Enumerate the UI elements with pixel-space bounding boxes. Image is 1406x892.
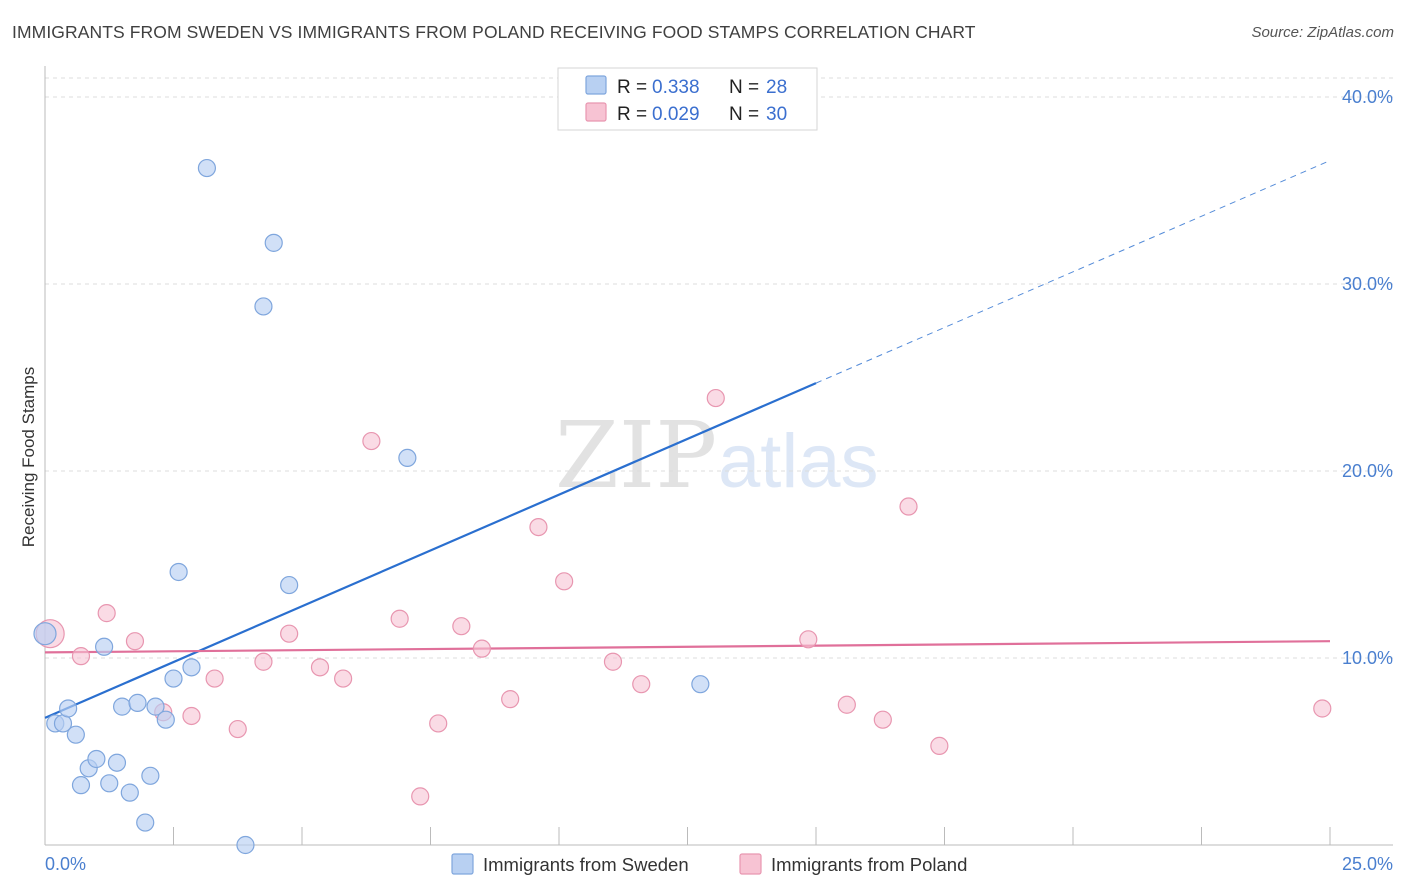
sweden-point bbox=[264, 233, 283, 252]
sweden-point bbox=[169, 562, 188, 582]
y-axis-tick-labels: 10.0% 20.0% 30.0% 40.0% bbox=[1342, 87, 1393, 668]
poland-point bbox=[362, 431, 381, 451]
poland-point bbox=[452, 617, 471, 636]
trend-lines bbox=[44, 160, 1331, 719]
poland-point bbox=[205, 669, 224, 688]
y-axis-title: Receiving Food Stamps bbox=[19, 367, 38, 547]
y-tick-label: 40.0% bbox=[1342, 87, 1393, 107]
poland-point bbox=[899, 497, 918, 516]
sweden-r-value: 0.338 bbox=[652, 77, 700, 98]
poland-series-label: Immigrants from Poland bbox=[771, 854, 967, 875]
sweden-n-value: 28 bbox=[766, 77, 787, 98]
sweden-point bbox=[66, 725, 85, 744]
x-axis-ticks bbox=[173, 827, 1331, 845]
sweden-point bbox=[146, 697, 165, 716]
poland-point bbox=[280, 624, 299, 643]
y-tick-label: 10.0% bbox=[1342, 648, 1393, 668]
poland-point bbox=[310, 658, 330, 677]
watermark: ZIP atlas bbox=[555, 402, 879, 509]
sweden-n-label: N = bbox=[729, 77, 759, 98]
sweden-point bbox=[398, 448, 417, 468]
sweden-point bbox=[59, 699, 78, 718]
sweden-point bbox=[100, 774, 119, 793]
poland-n-value: 30 bbox=[766, 104, 787, 125]
poland-point bbox=[97, 604, 116, 623]
poland-r-label: R = bbox=[617, 104, 647, 125]
sweden-point bbox=[107, 753, 127, 772]
sweden-point bbox=[120, 783, 139, 802]
sweden-series-label: Immigrants from Sweden bbox=[483, 854, 689, 875]
poland-point bbox=[228, 719, 247, 739]
poland-point bbox=[390, 609, 409, 628]
poland-point bbox=[1313, 699, 1332, 718]
chart-title: IMMIGRANTS FROM SWEDEN VS IMMIGRANTS FRO… bbox=[12, 22, 976, 42]
poland-point bbox=[429, 714, 448, 733]
poland-point bbox=[706, 388, 725, 408]
sweden-series-swatch bbox=[451, 853, 474, 875]
poland-point bbox=[71, 647, 91, 666]
poland-trend-line bbox=[44, 640, 1331, 654]
poland-point bbox=[254, 652, 273, 671]
watermark-atlas: atlas bbox=[718, 419, 879, 504]
sweden-point bbox=[141, 766, 160, 785]
sweden-point bbox=[33, 622, 57, 646]
poland-point bbox=[555, 572, 574, 591]
sweden-point bbox=[156, 710, 175, 729]
sweden-point bbox=[280, 575, 299, 595]
sweden-point bbox=[691, 675, 710, 694]
sweden-point bbox=[197, 158, 217, 178]
sweden-trend-line bbox=[44, 382, 817, 719]
source-credit: Source: ZipAtlas.com bbox=[1251, 24, 1394, 41]
sweden-point bbox=[236, 835, 255, 855]
poland-point bbox=[125, 632, 145, 651]
sweden-point bbox=[112, 697, 132, 716]
poland-point bbox=[334, 669, 353, 688]
sweden-point bbox=[71, 776, 91, 795]
series-legend: Immigrants from Sweden Immigrants from P… bbox=[451, 853, 967, 875]
poland-point bbox=[930, 736, 949, 755]
x-tick-label-max: 25.0% bbox=[1342, 854, 1393, 874]
sweden-point bbox=[254, 297, 273, 316]
stats-legend: R = 0.338 N = 28 R = 0.029 N = 30 bbox=[557, 67, 818, 131]
sweden-point bbox=[136, 813, 155, 832]
poland-point bbox=[799, 630, 818, 649]
sweden-point bbox=[182, 658, 201, 677]
poland-r-value: 0.029 bbox=[652, 104, 700, 125]
poland-point bbox=[182, 706, 201, 726]
sweden-trend-line-extension bbox=[815, 160, 1331, 384]
poland-point bbox=[529, 517, 548, 537]
gridlines bbox=[45, 77, 1393, 659]
poland-point bbox=[501, 690, 520, 709]
poland-point bbox=[603, 652, 623, 671]
poland-point bbox=[837, 695, 856, 714]
poland-point bbox=[411, 787, 430, 806]
axes bbox=[44, 66, 1393, 846]
x-tick-label-min: 0.0% bbox=[45, 854, 86, 874]
sweden-legend-swatch bbox=[585, 75, 607, 95]
watermark-zip: ZIP bbox=[555, 402, 717, 509]
poland-legend-swatch bbox=[585, 102, 607, 122]
y-tick-label: 20.0% bbox=[1342, 461, 1393, 481]
poland-points bbox=[35, 388, 1332, 806]
poland-n-label: N = bbox=[729, 104, 759, 125]
sweden-point bbox=[164, 669, 183, 688]
sweden-point bbox=[95, 637, 114, 656]
y-tick-label: 30.0% bbox=[1342, 274, 1393, 294]
sweden-r-label: R = bbox=[617, 77, 647, 98]
poland-point bbox=[632, 675, 651, 694]
sweden-points bbox=[33, 158, 710, 855]
poland-point bbox=[873, 710, 892, 729]
sweden-point bbox=[87, 749, 106, 769]
sweden-point bbox=[128, 693, 147, 712]
poland-point bbox=[472, 639, 491, 658]
poland-series-swatch bbox=[739, 853, 762, 875]
